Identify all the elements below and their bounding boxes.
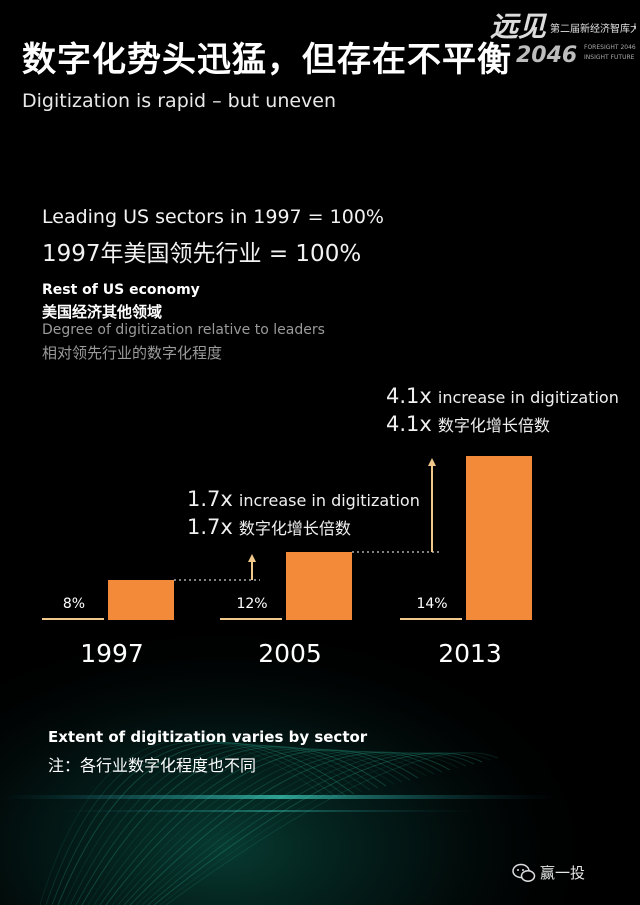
legend-degree-en: Degree of digitization relative to leade… (42, 322, 325, 338)
annotation-2013-multiplier-cn: 4.1x (386, 412, 432, 436)
annotation-2005: 1.7x increase in digitization 1.7x 数字化增长… (187, 487, 420, 543)
data-label-rest-1997: 8% (63, 596, 85, 612)
bar-rest-2005 (220, 618, 282, 620)
page-title: 数字化势头迅猛，但存在不平衡 (22, 40, 512, 80)
logo-number: 2046 (516, 43, 577, 68)
category-label-2005: 2005 (258, 639, 322, 668)
annotation-2005-en: increase in digitization (238, 491, 420, 510)
bar-rest-2013 (400, 618, 462, 620)
annotation-2013: 4.1x increase in digitization 4.1x 数字化增长… (386, 384, 619, 440)
legend-leaders-cn: 1997年美国领先行业 = 100% (42, 241, 362, 267)
bar-leaders-2013 (466, 456, 532, 620)
annotation-2013-en: increase in digitization (437, 388, 619, 407)
legend-rest-en: Rest of US economy (42, 282, 200, 298)
footnote-en: Extent of digitization varies by sector (48, 728, 368, 746)
annotation-2005-multiplier: 1.7x (187, 487, 233, 511)
page-subtitle: Digitization is rapid – but uneven (22, 90, 337, 112)
bar-leaders-1997 (108, 580, 174, 620)
annotation-2005-cn: 数字化增长倍数 (238, 519, 351, 538)
data-label-rest-2013: 14% (416, 596, 447, 612)
growth-arrow-head-2013 (428, 458, 436, 466)
annotation-2013-cn: 数字化增长倍数 (437, 416, 550, 435)
logo-main: 远见 (490, 10, 548, 43)
logo-event: 第二届新经济智库大会 (550, 22, 636, 35)
logo-tagline-1: FORESIGHT 2046 (584, 44, 636, 51)
logo-tagline-2: INSIGHT FUTURE (584, 54, 635, 61)
bar-leaders-2005 (286, 552, 352, 620)
growth-arrow-head-2005 (248, 554, 256, 562)
event-logo: 远见 第二届新经济智库大会 2046 FORESIGHT 2046 INSIGH… (490, 10, 636, 68)
wechat-account-name: 赢一投 (540, 864, 586, 882)
annotation-2013-multiplier: 4.1x (386, 384, 432, 408)
annotation-2005-multiplier-cn: 1.7x (187, 515, 233, 539)
category-label-1997: 1997 (80, 639, 144, 668)
legend-rest-cn: 美国经济其他领域 (42, 303, 163, 321)
category-label-2013: 2013 (438, 639, 502, 668)
legend-degree-cn: 相对领先行业的数字化程度 (42, 344, 223, 362)
wechat-icon (512, 863, 536, 882)
legend-leaders-en: Leading US sectors in 1997 = 100% (42, 206, 384, 228)
footnote-cn: 注：各行业数字化程度也不同 (48, 756, 257, 775)
bar-rest-1997 (42, 618, 104, 620)
data-label-rest-2005: 12% (236, 596, 267, 612)
